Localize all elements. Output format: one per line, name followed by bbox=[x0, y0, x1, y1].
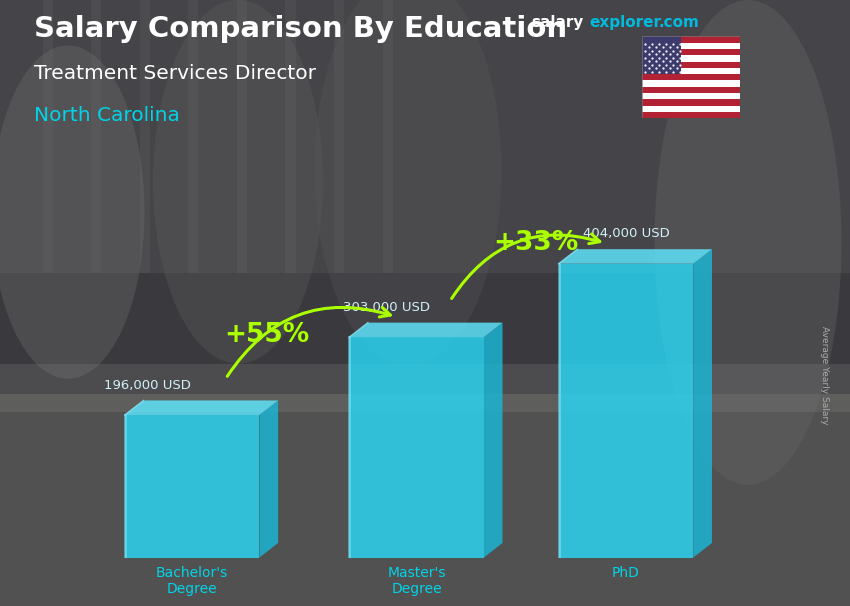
Bar bbox=[642, 36, 681, 74]
Bar bbox=[642, 105, 740, 112]
Bar bbox=[42, 0, 53, 273]
Text: +33%: +33% bbox=[494, 230, 579, 256]
Polygon shape bbox=[558, 249, 712, 264]
Bar bbox=[642, 99, 740, 105]
Bar bbox=[0, 394, 850, 606]
Polygon shape bbox=[125, 415, 259, 558]
Bar bbox=[642, 62, 740, 68]
Text: North Carolina: North Carolina bbox=[34, 106, 180, 125]
Text: 196,000 USD: 196,000 USD bbox=[104, 379, 190, 391]
Bar bbox=[642, 112, 740, 118]
Bar bbox=[642, 42, 740, 49]
Text: salary: salary bbox=[531, 15, 584, 30]
Polygon shape bbox=[558, 264, 694, 558]
Bar bbox=[642, 68, 740, 74]
Bar bbox=[382, 0, 393, 273]
Text: 404,000 USD: 404,000 USD bbox=[582, 227, 669, 241]
Ellipse shape bbox=[0, 45, 144, 379]
Bar bbox=[642, 81, 740, 87]
Bar bbox=[91, 0, 101, 273]
Polygon shape bbox=[259, 401, 278, 558]
Text: +55%: +55% bbox=[224, 322, 309, 348]
Text: Treatment Services Director: Treatment Services Director bbox=[34, 64, 316, 82]
Ellipse shape bbox=[153, 0, 323, 364]
Bar bbox=[642, 93, 740, 99]
Ellipse shape bbox=[314, 0, 502, 367]
Text: Salary Comparison By Education: Salary Comparison By Education bbox=[34, 15, 567, 43]
Bar bbox=[642, 87, 740, 93]
Bar bbox=[139, 0, 150, 273]
Bar bbox=[237, 0, 247, 273]
Text: .com: .com bbox=[659, 15, 700, 30]
Bar bbox=[642, 74, 740, 81]
Bar bbox=[642, 49, 740, 55]
Bar bbox=[334, 0, 344, 273]
Polygon shape bbox=[349, 322, 502, 337]
Bar bbox=[188, 0, 198, 273]
Polygon shape bbox=[349, 337, 484, 558]
Polygon shape bbox=[125, 401, 278, 415]
Bar bbox=[0, 0, 850, 273]
Bar bbox=[0, 364, 850, 412]
Ellipse shape bbox=[654, 0, 842, 485]
Text: Average Yearly Salary: Average Yearly Salary bbox=[819, 327, 829, 425]
Bar bbox=[642, 55, 740, 62]
Bar bbox=[642, 36, 740, 42]
Polygon shape bbox=[484, 322, 502, 558]
Bar bbox=[286, 0, 296, 273]
Text: 303,000 USD: 303,000 USD bbox=[343, 301, 430, 314]
Polygon shape bbox=[694, 249, 712, 558]
Text: explorer: explorer bbox=[589, 15, 661, 30]
